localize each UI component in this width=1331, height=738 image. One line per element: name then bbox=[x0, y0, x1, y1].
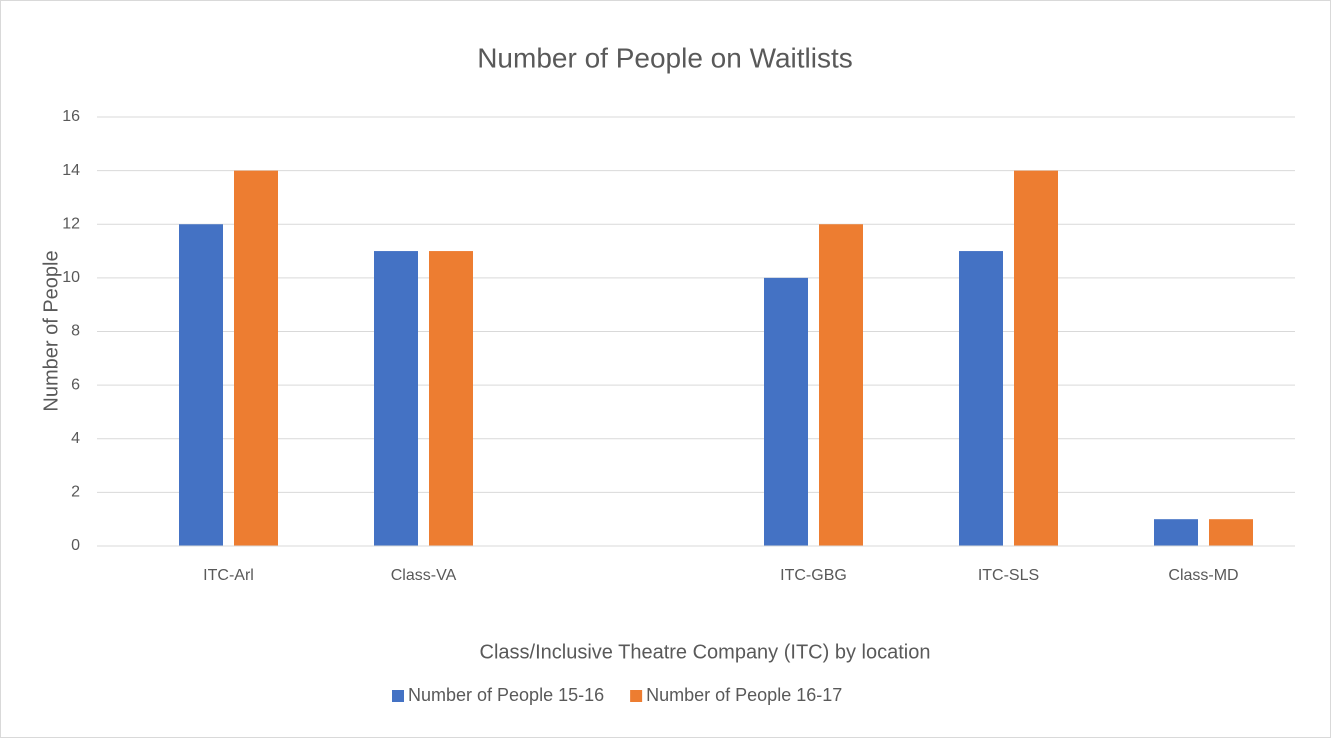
x-axis-label: Class/Inclusive Theatre Company (ITC) by… bbox=[480, 641, 931, 663]
bar bbox=[1209, 519, 1253, 546]
bar bbox=[374, 251, 418, 546]
legend-swatch bbox=[630, 690, 643, 702]
legend-label: Number of People 16-17 bbox=[646, 685, 842, 705]
legend-label: Number of People 15-16 bbox=[408, 685, 604, 705]
bar bbox=[819, 224, 863, 546]
bar bbox=[1154, 519, 1198, 546]
bar bbox=[429, 251, 473, 546]
y-tick-label: 14 bbox=[62, 162, 80, 179]
bar bbox=[959, 251, 1003, 546]
x-tick-label: ITC-SLS bbox=[978, 567, 1039, 584]
bar bbox=[1014, 170, 1058, 546]
bar bbox=[764, 277, 808, 546]
legend-swatch bbox=[392, 690, 404, 702]
y-axis-label: Number of People bbox=[40, 250, 62, 411]
bar bbox=[234, 170, 278, 546]
y-tick-label: 12 bbox=[62, 215, 80, 232]
y-tick-label: 8 bbox=[71, 323, 80, 340]
y-tick-label: 10 bbox=[62, 269, 80, 286]
x-tick-label: ITC-Arl bbox=[203, 567, 254, 584]
x-tick-label: Class-MD bbox=[1168, 567, 1238, 584]
x-tick-label: Class-VA bbox=[391, 567, 457, 584]
y-tick-label: 0 bbox=[71, 537, 80, 554]
y-tick-label: 4 bbox=[71, 430, 80, 447]
y-tick-label: 6 bbox=[71, 376, 80, 393]
y-tick-label: 16 bbox=[62, 108, 80, 125]
bar bbox=[179, 224, 223, 546]
chart-title: Number of People on Waitlists bbox=[477, 42, 853, 73]
x-tick-label: ITC-GBG bbox=[780, 567, 847, 584]
y-tick-label: 2 bbox=[71, 484, 80, 501]
